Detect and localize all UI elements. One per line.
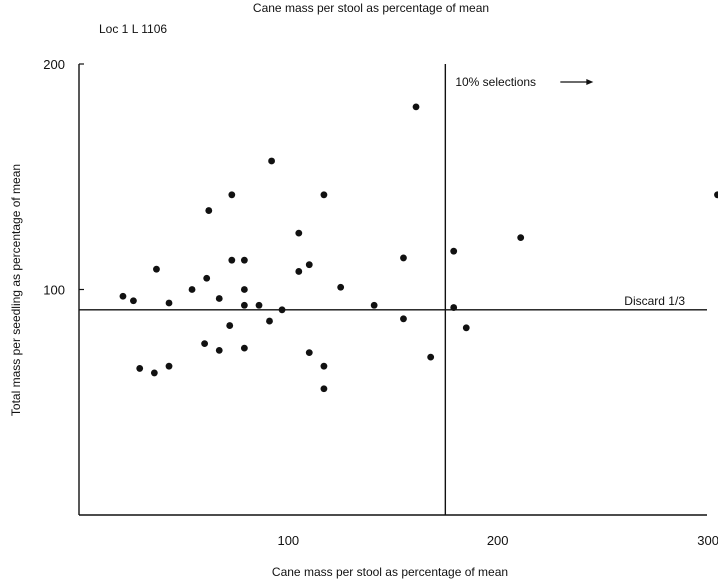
y-axis-label: Total mass per seedling as percentage of… xyxy=(9,164,23,416)
data-point xyxy=(165,362,173,370)
axes xyxy=(78,63,707,516)
data-point xyxy=(226,322,234,329)
data-point xyxy=(370,301,378,309)
data-point xyxy=(268,157,275,165)
x-tick-label: 200 xyxy=(487,533,509,548)
data-point xyxy=(278,306,286,314)
x-axis-label: Cane mass per stool as percentage of mea… xyxy=(272,565,508,579)
reference-lines: 10% selections Discard 1/3 xyxy=(79,64,707,515)
x-tick-label: 100 xyxy=(277,533,299,548)
data-point xyxy=(153,265,160,273)
discard-line-label: Discard 1/3 xyxy=(624,294,685,308)
data-point xyxy=(240,256,248,264)
data-point xyxy=(215,295,223,302)
data-point xyxy=(255,301,263,309)
data-point xyxy=(240,344,248,352)
data-point xyxy=(240,286,248,293)
data-points xyxy=(119,103,718,393)
data-point xyxy=(320,191,328,199)
data-point xyxy=(188,286,196,293)
data-point xyxy=(266,317,273,325)
data-point xyxy=(203,274,211,282)
x-tick-label: 300 xyxy=(697,533,718,548)
data-point xyxy=(400,254,407,262)
selection-arrow-head xyxy=(586,79,594,85)
data-point xyxy=(412,103,420,111)
data-point xyxy=(215,346,223,354)
data-point xyxy=(201,340,209,348)
data-point xyxy=(427,353,435,361)
data-point xyxy=(205,207,213,214)
chart-subtitle: Loc 1 L 1106 xyxy=(99,22,167,36)
tick-labels: 100 200 100 200 300 xyxy=(43,57,718,548)
data-point xyxy=(462,324,470,332)
data-point xyxy=(130,297,137,305)
data-point xyxy=(240,301,248,309)
data-point xyxy=(150,369,158,377)
data-point xyxy=(450,304,458,311)
selection-line-label: 10% selections xyxy=(455,75,536,89)
data-point xyxy=(714,191,718,199)
data-point xyxy=(400,315,407,323)
chart-title: Cane mass per stool as percentage of mea… xyxy=(253,1,489,15)
data-point xyxy=(305,349,313,357)
data-point xyxy=(295,229,303,237)
data-point xyxy=(119,292,127,300)
data-point xyxy=(305,261,313,269)
data-point xyxy=(320,385,328,393)
data-point xyxy=(228,256,236,264)
y-tick-label: 200 xyxy=(43,57,65,72)
data-point xyxy=(165,299,173,307)
data-point xyxy=(295,268,303,275)
data-point xyxy=(450,247,458,255)
data-point xyxy=(136,365,144,372)
data-point xyxy=(517,234,525,242)
data-point xyxy=(320,362,328,370)
y-tick-label: 100 xyxy=(43,283,65,298)
data-point xyxy=(337,283,345,291)
data-point xyxy=(228,191,236,199)
